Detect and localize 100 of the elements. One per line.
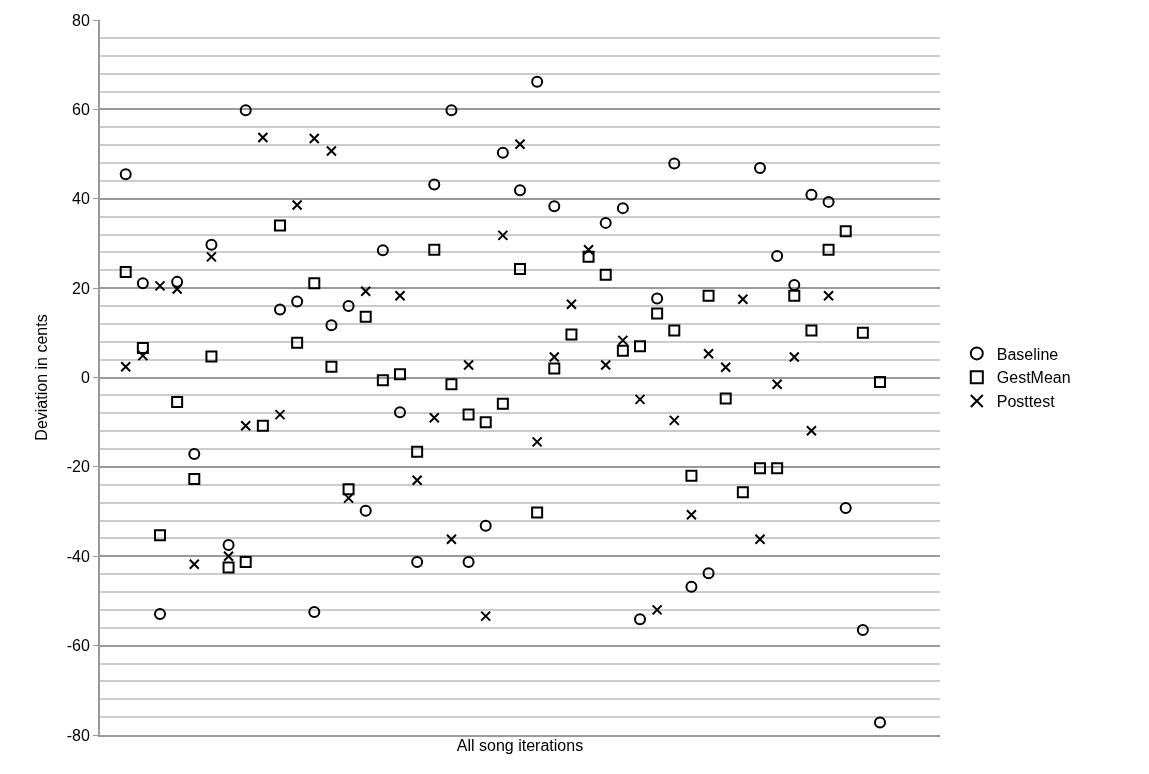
point bbox=[325, 319, 338, 332]
point bbox=[771, 462, 784, 475]
point bbox=[308, 606, 321, 619]
point bbox=[325, 145, 337, 157]
y-tick-label: 60 bbox=[72, 100, 90, 118]
point bbox=[531, 75, 544, 88]
point bbox=[445, 378, 458, 391]
y-tick-label: -60 bbox=[66, 637, 90, 655]
point bbox=[668, 324, 681, 337]
point bbox=[822, 195, 835, 208]
point bbox=[239, 556, 252, 569]
point bbox=[616, 344, 629, 357]
point bbox=[119, 266, 132, 279]
point bbox=[616, 202, 629, 215]
point bbox=[462, 408, 475, 421]
point bbox=[394, 368, 406, 381]
point bbox=[119, 168, 132, 181]
point bbox=[754, 161, 766, 174]
legend-label: Posttest bbox=[996, 393, 1056, 411]
point bbox=[754, 533, 766, 545]
point bbox=[291, 336, 304, 349]
point bbox=[257, 132, 269, 144]
point bbox=[651, 307, 664, 320]
point bbox=[205, 350, 218, 363]
point bbox=[496, 397, 509, 410]
point bbox=[274, 409, 286, 421]
point bbox=[805, 425, 817, 437]
point bbox=[856, 326, 869, 339]
point bbox=[565, 328, 578, 341]
point bbox=[822, 243, 835, 256]
point bbox=[874, 716, 886, 729]
point bbox=[463, 359, 475, 371]
point bbox=[668, 414, 680, 426]
point bbox=[736, 486, 749, 499]
point bbox=[823, 290, 835, 302]
point bbox=[874, 375, 886, 388]
point bbox=[599, 216, 612, 229]
point bbox=[136, 342, 149, 355]
point bbox=[685, 509, 697, 521]
point bbox=[480, 610, 492, 622]
point bbox=[154, 529, 166, 542]
point bbox=[376, 244, 389, 257]
point bbox=[256, 419, 269, 432]
point bbox=[856, 623, 869, 636]
point bbox=[308, 132, 320, 144]
point bbox=[788, 279, 801, 291]
point bbox=[205, 238, 218, 251]
point bbox=[428, 178, 441, 191]
point bbox=[222, 539, 235, 552]
point bbox=[839, 501, 852, 514]
point bbox=[223, 550, 235, 562]
point bbox=[291, 199, 303, 211]
point bbox=[771, 378, 783, 390]
point bbox=[496, 146, 509, 159]
point bbox=[702, 289, 715, 302]
point bbox=[342, 300, 355, 312]
point bbox=[651, 604, 663, 616]
point bbox=[514, 138, 526, 150]
point bbox=[548, 200, 561, 213]
point bbox=[514, 184, 526, 197]
y-tick-label: 0 bbox=[80, 369, 90, 387]
point bbox=[188, 558, 200, 570]
point bbox=[171, 283, 183, 295]
point bbox=[205, 251, 217, 263]
point bbox=[634, 613, 646, 626]
point bbox=[188, 447, 201, 460]
point bbox=[462, 556, 475, 569]
point bbox=[531, 506, 544, 519]
point bbox=[565, 298, 577, 310]
point bbox=[702, 567, 715, 580]
point bbox=[120, 361, 132, 373]
point bbox=[240, 420, 252, 432]
point bbox=[308, 277, 321, 290]
point bbox=[685, 580, 698, 593]
point bbox=[685, 469, 698, 482]
point bbox=[428, 243, 441, 256]
point bbox=[274, 219, 286, 232]
point bbox=[360, 285, 372, 297]
point bbox=[720, 361, 732, 373]
point bbox=[411, 556, 424, 569]
x-axis-title: All song iterations bbox=[456, 737, 584, 755]
point bbox=[617, 334, 629, 346]
point bbox=[497, 229, 509, 241]
point bbox=[445, 533, 457, 545]
y-tick-label: 20 bbox=[72, 279, 90, 297]
point bbox=[719, 392, 732, 405]
point bbox=[411, 445, 424, 458]
y-tick-label: -20 bbox=[66, 458, 90, 476]
point bbox=[394, 406, 406, 419]
point bbox=[548, 351, 560, 363]
point bbox=[839, 225, 852, 238]
y-tick-label: -40 bbox=[66, 547, 90, 565]
point bbox=[703, 348, 715, 360]
point bbox=[394, 290, 406, 302]
point bbox=[171, 275, 184, 288]
point bbox=[291, 295, 304, 308]
point bbox=[479, 416, 492, 429]
point bbox=[359, 504, 372, 517]
point bbox=[805, 188, 818, 201]
point bbox=[634, 340, 646, 353]
